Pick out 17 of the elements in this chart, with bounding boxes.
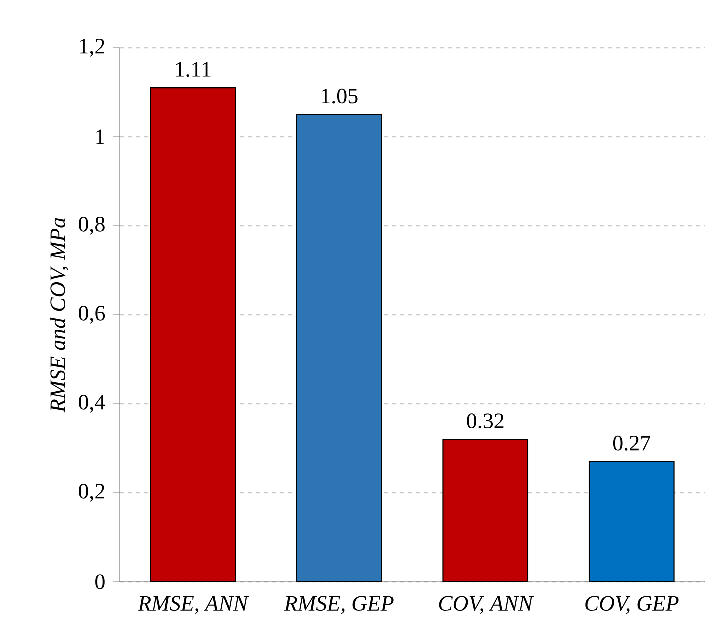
x-tick-label: RMSE, ANN xyxy=(138,596,250,614)
y-axis-title: RMSE and COV, MPa xyxy=(50,218,69,413)
data-label: 0.32 xyxy=(467,414,504,429)
data-label: 1.05 xyxy=(322,88,358,104)
data-label: 0.27 xyxy=(613,436,650,451)
x-tick-label: COV, ANN xyxy=(439,596,534,614)
data-label: 1.11 xyxy=(176,62,211,78)
y-tick-label: 1,2 xyxy=(80,39,104,57)
x-tick-label: COV, GEP xyxy=(586,596,679,614)
y-tick-label: 0,2 xyxy=(79,484,104,502)
x-tick-label: RMSE, GEP xyxy=(284,596,394,614)
bar xyxy=(296,114,382,582)
y-tick-label: 1 xyxy=(96,130,104,144)
y-tick-label: 0 xyxy=(96,574,105,590)
y-tick-label: 0,6 xyxy=(79,306,106,324)
y-tick-label: 0,8 xyxy=(79,216,105,236)
y-tick-label: 0,4 xyxy=(79,394,106,414)
